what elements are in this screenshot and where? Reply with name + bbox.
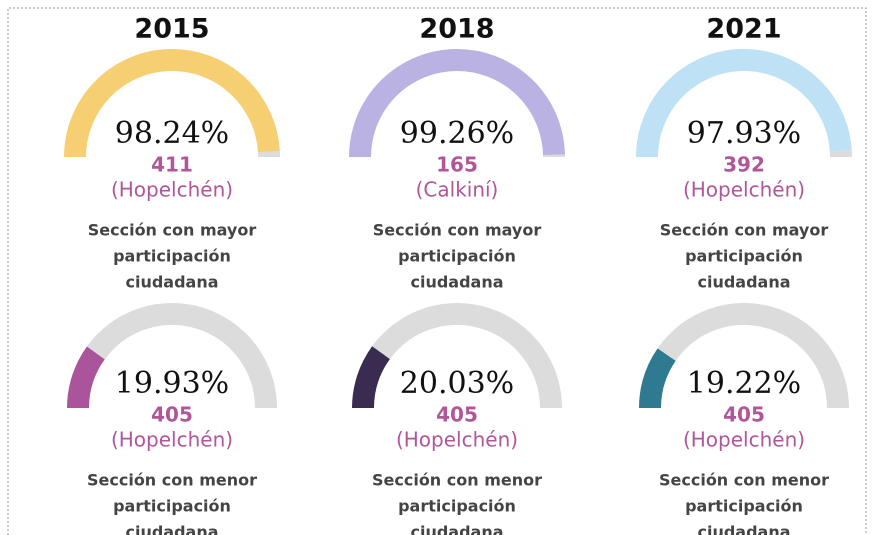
section-number: 165 bbox=[436, 153, 478, 177]
year-title: 2018 bbox=[419, 14, 494, 45]
value-label: 19.22% bbox=[687, 366, 801, 401]
section-number: 405 bbox=[151, 403, 193, 427]
frame bbox=[7, 7, 867, 535]
value-label: 99.26% bbox=[400, 116, 514, 151]
caption: ciudadana bbox=[410, 523, 503, 535]
caption: Sección con menor bbox=[87, 471, 257, 490]
gauge-value bbox=[352, 346, 391, 409]
section-number: 405 bbox=[723, 403, 765, 427]
caption: participación bbox=[685, 247, 803, 266]
gauge-track bbox=[372, 303, 562, 409]
caption: ciudadana bbox=[410, 273, 503, 292]
caption: Sección con mayor bbox=[88, 221, 257, 240]
gauge-value bbox=[67, 346, 105, 409]
gauge-value bbox=[64, 49, 280, 158]
caption: participación bbox=[685, 497, 803, 516]
municipality: (Hopelchén) bbox=[683, 428, 805, 452]
section-number: 392 bbox=[723, 153, 765, 177]
municipality: (Hopelchén) bbox=[683, 178, 805, 202]
caption: participación bbox=[113, 247, 231, 266]
caption: Sección con mayor bbox=[373, 221, 542, 240]
gauge-track bbox=[657, 303, 849, 409]
municipality: (Hopelchén) bbox=[111, 428, 233, 452]
caption: participación bbox=[113, 497, 231, 516]
caption: ciudadana bbox=[125, 523, 218, 535]
caption: ciudadana bbox=[697, 523, 790, 535]
gauge-track bbox=[86, 303, 277, 409]
value-label: 98.24% bbox=[115, 116, 229, 151]
municipality: (Calkiní) bbox=[416, 178, 499, 202]
gauge-value bbox=[636, 49, 852, 158]
caption: participación bbox=[398, 497, 516, 516]
value-label: 19.93% bbox=[115, 366, 229, 401]
caption: Sección con mayor bbox=[660, 221, 829, 240]
section-number: 411 bbox=[151, 153, 193, 177]
value-label: 20.03% bbox=[400, 366, 514, 401]
value-label: 97.93% bbox=[687, 116, 801, 151]
gauge-value bbox=[639, 348, 676, 409]
caption: ciudadana bbox=[125, 273, 218, 292]
caption: Sección con menor bbox=[372, 471, 542, 490]
section-number: 405 bbox=[436, 403, 478, 427]
year-title: 2021 bbox=[706, 14, 781, 45]
caption: participación bbox=[398, 247, 516, 266]
gauge-value bbox=[349, 49, 565, 158]
year-title: 2015 bbox=[134, 14, 209, 45]
caption: Sección con menor bbox=[659, 471, 829, 490]
municipality: (Hopelchén) bbox=[111, 178, 233, 202]
caption: ciudadana bbox=[697, 273, 790, 292]
municipality: (Hopelchén) bbox=[396, 428, 518, 452]
